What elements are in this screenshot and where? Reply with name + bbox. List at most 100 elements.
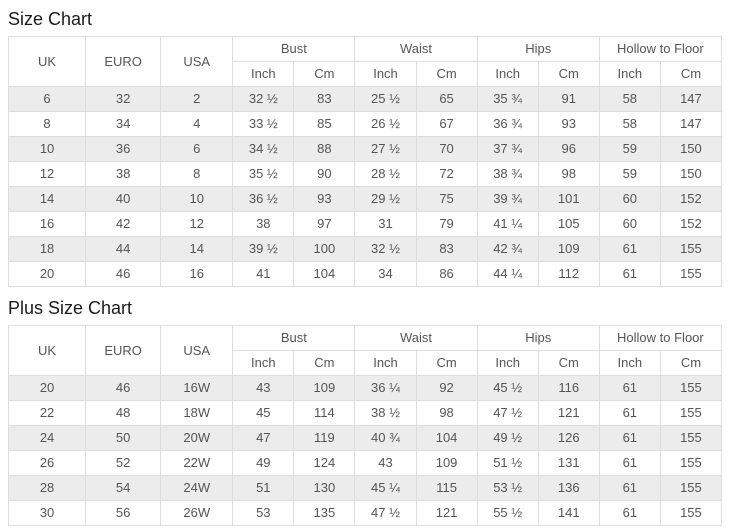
plus-size-chart-title: Plus Size Chart [8, 298, 133, 318]
table-row: 22 48 18W 45 114 38 ½ 98 47 ½ 121 61 155 [7, 400, 723, 426]
table-cell: 36 [85, 136, 162, 162]
table-row: 16 42 12 38 97 31 79 41 ¼ 105 60 152 [7, 211, 723, 237]
table-cell: 150 [659, 136, 723, 162]
unit-header-inch: Inch [354, 61, 417, 87]
table-cell: 49 [232, 450, 295, 476]
plus-size-chart-table-body: 20 46 16W 43 109 36 ¼ 92 45 ½ 116 61 155 22 48 18W 45 1… [7, 375, 723, 526]
table-cell: 119 [293, 425, 356, 451]
unit-header-cm: Cm [659, 61, 723, 87]
table-cell: 43 [232, 375, 295, 401]
table-cell: 47 [232, 425, 295, 451]
size-chart-table-body: 6 32 2 32 ½ 83 25 ½ 65 35 ¾ 91 58 147 8 34 4 33 ½ 85 26 … [7, 86, 723, 287]
table-cell: 49 ½ [476, 425, 539, 451]
table-cell: 59 [598, 136, 661, 162]
table-cell: 131 [537, 450, 600, 476]
table-cell: 32 ½ [354, 236, 417, 262]
unit-header-inch: Inch [232, 61, 295, 87]
table-cell: 155 [659, 400, 723, 426]
table-cell: 44 [85, 236, 162, 262]
table-cell: 51 [232, 475, 295, 501]
table-cell: 39 ½ [232, 236, 295, 262]
unit-header-cm: Cm [415, 350, 478, 376]
table-row: 26 52 22W 49 124 43 109 51 ½ 131 61 155 [7, 450, 723, 476]
size-chart-title: Size Chart [8, 9, 93, 29]
table-cell: 75 [415, 186, 478, 212]
table-cell: 34 [85, 111, 162, 137]
table-cell: 34 ½ [232, 136, 295, 162]
column-header-uk: UK [7, 36, 87, 87]
table-cell: 8 [7, 111, 87, 137]
group-header-waist: Waist [354, 36, 478, 62]
plus-size-chart-table-header: UK EURO USA Bust Waist Hips Hollow to Fl… [7, 325, 723, 376]
table-cell: 29 ½ [354, 186, 417, 212]
table-cell: 10 [7, 136, 87, 162]
table-cell: 32 ½ [232, 86, 295, 112]
table-cell: 155 [659, 425, 723, 451]
table-cell: 6 [7, 86, 87, 112]
table-cell: 61 [598, 261, 661, 287]
table-cell: 6 [160, 136, 234, 162]
table-cell: 104 [293, 261, 356, 287]
table-cell: 14 [7, 186, 87, 212]
table-cell: 31 [354, 211, 417, 237]
group-header-waist: Waist [354, 325, 478, 351]
table-cell: 61 [598, 236, 661, 262]
table-row: 30 56 26W 53 135 47 ½ 121 55 ½ 141 61 155 [7, 500, 723, 526]
column-header-uk: UK [7, 325, 87, 376]
unit-header-cm: Cm [537, 350, 600, 376]
table-cell: 104 [415, 425, 478, 451]
table-cell: 20 [7, 375, 87, 401]
group-header-bust: Bust [232, 325, 356, 351]
table-cell: 40 ¾ [354, 425, 417, 451]
table-cell: 35 ½ [232, 161, 295, 187]
table-cell: 147 [659, 111, 723, 137]
table-cell: 12 [7, 161, 87, 187]
table-cell: 22W [160, 450, 234, 476]
table-cell: 155 [659, 500, 723, 526]
table-row: 10 36 6 34 ½ 88 27 ½ 70 37 ¾ 96 59 150 [7, 136, 723, 162]
table-cell: 150 [659, 161, 723, 187]
table-cell: 93 [293, 186, 356, 212]
group-header-bust: Bust [232, 36, 356, 62]
table-cell: 152 [659, 211, 723, 237]
table-cell: 109 [415, 450, 478, 476]
table-cell: 20W [160, 425, 234, 451]
table-cell: 46 [85, 261, 162, 287]
table-cell: 48 [85, 400, 162, 426]
table-cell: 12 [160, 211, 234, 237]
table-cell: 26W [160, 500, 234, 526]
table-cell: 55 ½ [476, 500, 539, 526]
table-cell: 38 ½ [354, 400, 417, 426]
table-cell: 45 [232, 400, 295, 426]
table-cell: 147 [659, 86, 723, 112]
table-cell: 88 [293, 136, 356, 162]
table-cell: 61 [598, 400, 661, 426]
column-header-euro: EURO [85, 36, 162, 87]
group-header-hips: Hips [476, 36, 600, 62]
unit-header-cm: Cm [293, 350, 356, 376]
table-cell: 115 [415, 475, 478, 501]
table-cell: 65 [415, 86, 478, 112]
table-cell: 155 [659, 261, 723, 287]
table-cell: 16 [160, 261, 234, 287]
table-cell: 58 [598, 86, 661, 112]
table-cell: 18 [7, 236, 87, 262]
table-cell: 155 [659, 236, 723, 262]
table-cell: 90 [293, 161, 356, 187]
column-header-usa: USA [160, 325, 234, 376]
unit-header-inch: Inch [476, 61, 539, 87]
table-cell: 93 [537, 111, 600, 137]
table-cell: 45 ½ [476, 375, 539, 401]
table-cell: 61 [598, 425, 661, 451]
table-cell: 92 [415, 375, 478, 401]
table-cell: 61 [598, 475, 661, 501]
table-cell: 67 [415, 111, 478, 137]
table-cell: 38 [232, 211, 295, 237]
table-row: 12 38 8 35 ½ 90 28 ½ 72 38 ¾ 98 59 150 [7, 161, 723, 187]
table-cell: 26 ½ [354, 111, 417, 137]
table-cell: 24 [7, 425, 87, 451]
table-cell: 45 ¼ [354, 475, 417, 501]
unit-header-cm: Cm [537, 61, 600, 87]
table-row: 28 54 24W 51 130 45 ¼ 115 53 ½ 136 61 155 [7, 475, 723, 501]
table-cell: 25 ½ [354, 86, 417, 112]
